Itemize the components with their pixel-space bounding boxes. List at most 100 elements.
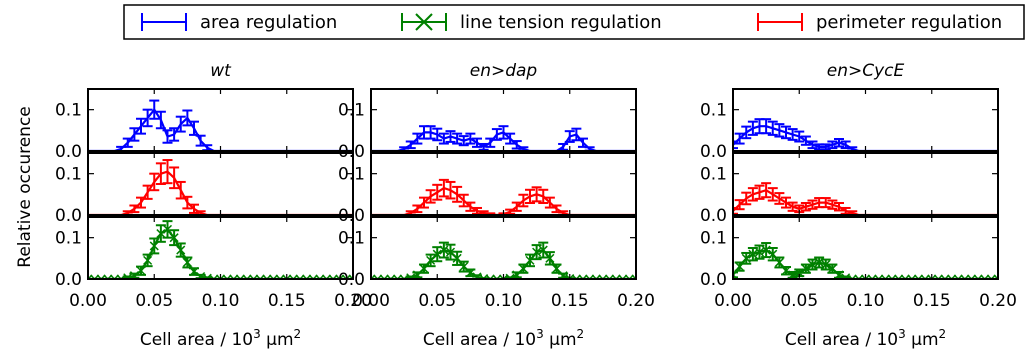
data-point (986, 274, 996, 279)
legend-entry-1: line tension regulation (401, 12, 662, 33)
x-marker (302, 274, 308, 279)
x-marker (292, 274, 298, 279)
data-point (189, 203, 199, 214)
x-marker (189, 267, 199, 277)
x-marker (116, 274, 123, 279)
data-point (308, 274, 318, 279)
data-point (947, 274, 957, 279)
data-point (887, 274, 897, 279)
x-marker (788, 270, 798, 279)
panel-title: en>dap (470, 61, 538, 81)
data-point (122, 137, 133, 148)
x-marker (801, 264, 811, 274)
y-tick-label: 0.1 (700, 229, 727, 249)
data-point (933, 274, 943, 279)
data-point (578, 274, 588, 279)
x-tick-label: 0.20 (334, 291, 372, 311)
x-marker (847, 274, 854, 279)
data-point (807, 140, 818, 150)
data-point (754, 184, 765, 200)
axes-frame (87, 152, 354, 216)
x-marker (624, 274, 631, 279)
data-point (585, 274, 595, 279)
subplot-area-regulation: 0.0 0.1 (700, 88, 999, 162)
x-marker (305, 274, 312, 279)
x-marker (445, 247, 456, 257)
y-tick-label: 0.0 (55, 270, 82, 290)
data-point (511, 140, 522, 150)
x-marker (279, 274, 285, 279)
data-point (800, 135, 811, 146)
data-point (761, 118, 772, 135)
x-marker (960, 274, 966, 279)
data-point (624, 274, 634, 279)
y-tick-label: 0.0 (338, 206, 365, 226)
x-axis-label-superscript: 3 (898, 327, 906, 341)
x-marker (495, 274, 502, 279)
x-marker (532, 247, 542, 257)
data-point (505, 208, 516, 215)
data-point (149, 237, 160, 255)
x-marker (924, 274, 930, 279)
series-line (88, 107, 353, 151)
data-point (262, 274, 272, 279)
x-marker (383, 274, 389, 279)
x-marker (498, 274, 505, 279)
data-point (182, 195, 193, 210)
data-point (136, 117, 146, 135)
axes-frame (732, 88, 999, 152)
data-point (162, 129, 173, 144)
data-point (820, 143, 831, 151)
x-marker (485, 274, 492, 279)
panel-title: wt (210, 61, 232, 81)
data-point (781, 125, 791, 140)
x-marker (502, 274, 509, 279)
data-point (747, 247, 758, 262)
x-marker (821, 260, 831, 270)
legend-x-mark (415, 13, 433, 31)
x-marker (90, 274, 96, 279)
x-marker (399, 274, 406, 279)
axes-frame (370, 216, 637, 280)
data-point (373, 274, 383, 279)
data-point (787, 270, 798, 279)
x-marker (890, 274, 897, 279)
y-tick-label: 0.0 (338, 270, 365, 290)
data-point (432, 127, 443, 142)
x-marker (927, 274, 933, 279)
x-marker (741, 253, 751, 263)
data-point (295, 274, 305, 279)
x-marker (807, 260, 818, 270)
data-point (445, 130, 456, 143)
data-point (412, 132, 423, 145)
y-tick-label: 0.1 (338, 101, 365, 121)
data-point (109, 274, 120, 279)
x-marker (884, 274, 890, 279)
x-marker (209, 274, 215, 279)
data-point (966, 274, 977, 279)
legend-label-0: area regulation (200, 12, 337, 33)
x-marker (957, 274, 963, 279)
data-point (425, 125, 436, 140)
data-point (564, 130, 575, 143)
data-point (282, 274, 292, 279)
x-marker (88, 274, 93, 279)
data-point (386, 274, 396, 279)
x-marker (977, 274, 983, 279)
x-marker (321, 274, 328, 279)
x-marker (226, 274, 232, 279)
data-point (927, 274, 937, 279)
series-marks (733, 182, 998, 215)
y-tick-label: 0.0 (338, 142, 365, 162)
data-point (531, 244, 542, 261)
legend-label-1: line tension regulation (460, 12, 662, 33)
y-tick-label: 0.1 (700, 165, 727, 185)
x-marker (473, 272, 482, 279)
subplot-area-regulation: 0.0 0.1 (338, 88, 637, 162)
x-marker (93, 274, 100, 279)
data-point (544, 196, 555, 209)
data-point (268, 274, 279, 279)
axes-frame (87, 216, 354, 280)
data-point (142, 184, 153, 200)
